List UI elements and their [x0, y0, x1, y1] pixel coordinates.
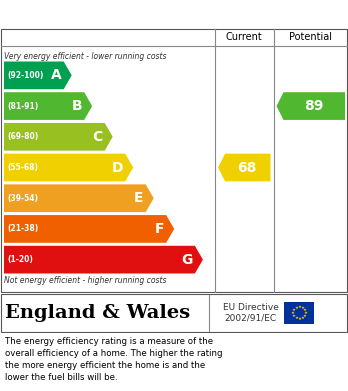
- Text: ★: ★: [297, 305, 301, 309]
- Text: ★: ★: [292, 314, 296, 318]
- Text: ★: ★: [303, 314, 307, 318]
- Text: ★: ★: [303, 311, 307, 315]
- Text: (21-38): (21-38): [7, 224, 38, 233]
- Polygon shape: [4, 123, 113, 151]
- Text: D: D: [112, 160, 123, 174]
- Polygon shape: [277, 92, 345, 120]
- Polygon shape: [218, 154, 270, 181]
- Text: ★: ★: [300, 316, 304, 320]
- Polygon shape: [4, 92, 92, 120]
- Text: (92-100): (92-100): [7, 71, 44, 80]
- Polygon shape: [4, 185, 154, 212]
- Text: The energy efficiency rating is a measure of the
overall efficiency of a home. T: The energy efficiency rating is a measur…: [5, 337, 222, 382]
- Text: ★: ★: [300, 306, 304, 310]
- Text: EU Directive
2002/91/EC: EU Directive 2002/91/EC: [223, 303, 278, 323]
- Text: (1-20): (1-20): [7, 255, 33, 264]
- Text: 68: 68: [238, 160, 257, 174]
- Bar: [284, 302, 314, 324]
- Text: 89: 89: [304, 99, 323, 113]
- Text: ★: ★: [292, 308, 296, 312]
- Polygon shape: [4, 61, 72, 89]
- Polygon shape: [4, 246, 203, 273]
- Text: A: A: [51, 68, 62, 83]
- Text: C: C: [93, 130, 103, 144]
- Text: Potential: Potential: [289, 32, 332, 42]
- Text: G: G: [182, 253, 193, 267]
- Text: E: E: [134, 191, 144, 205]
- Text: ★: ★: [294, 306, 298, 310]
- Text: F: F: [155, 222, 164, 236]
- Text: ★: ★: [291, 311, 295, 315]
- Text: ★: ★: [297, 317, 301, 321]
- Text: England & Wales: England & Wales: [5, 304, 190, 322]
- Polygon shape: [4, 215, 174, 243]
- Text: B: B: [72, 99, 82, 113]
- Text: Energy Efficiency Rating: Energy Efficiency Rating: [10, 7, 232, 22]
- Text: Current: Current: [226, 32, 263, 42]
- Text: (55-68): (55-68): [7, 163, 38, 172]
- Text: ★: ★: [303, 308, 307, 312]
- Text: Very energy efficient - lower running costs: Very energy efficient - lower running co…: [4, 52, 166, 61]
- Text: Not energy efficient - higher running costs: Not energy efficient - higher running co…: [4, 276, 166, 285]
- Polygon shape: [4, 154, 133, 181]
- Text: (69-80): (69-80): [7, 132, 38, 141]
- Text: (39-54): (39-54): [7, 194, 38, 203]
- Text: ★: ★: [294, 316, 298, 320]
- Text: (81-91): (81-91): [7, 102, 38, 111]
